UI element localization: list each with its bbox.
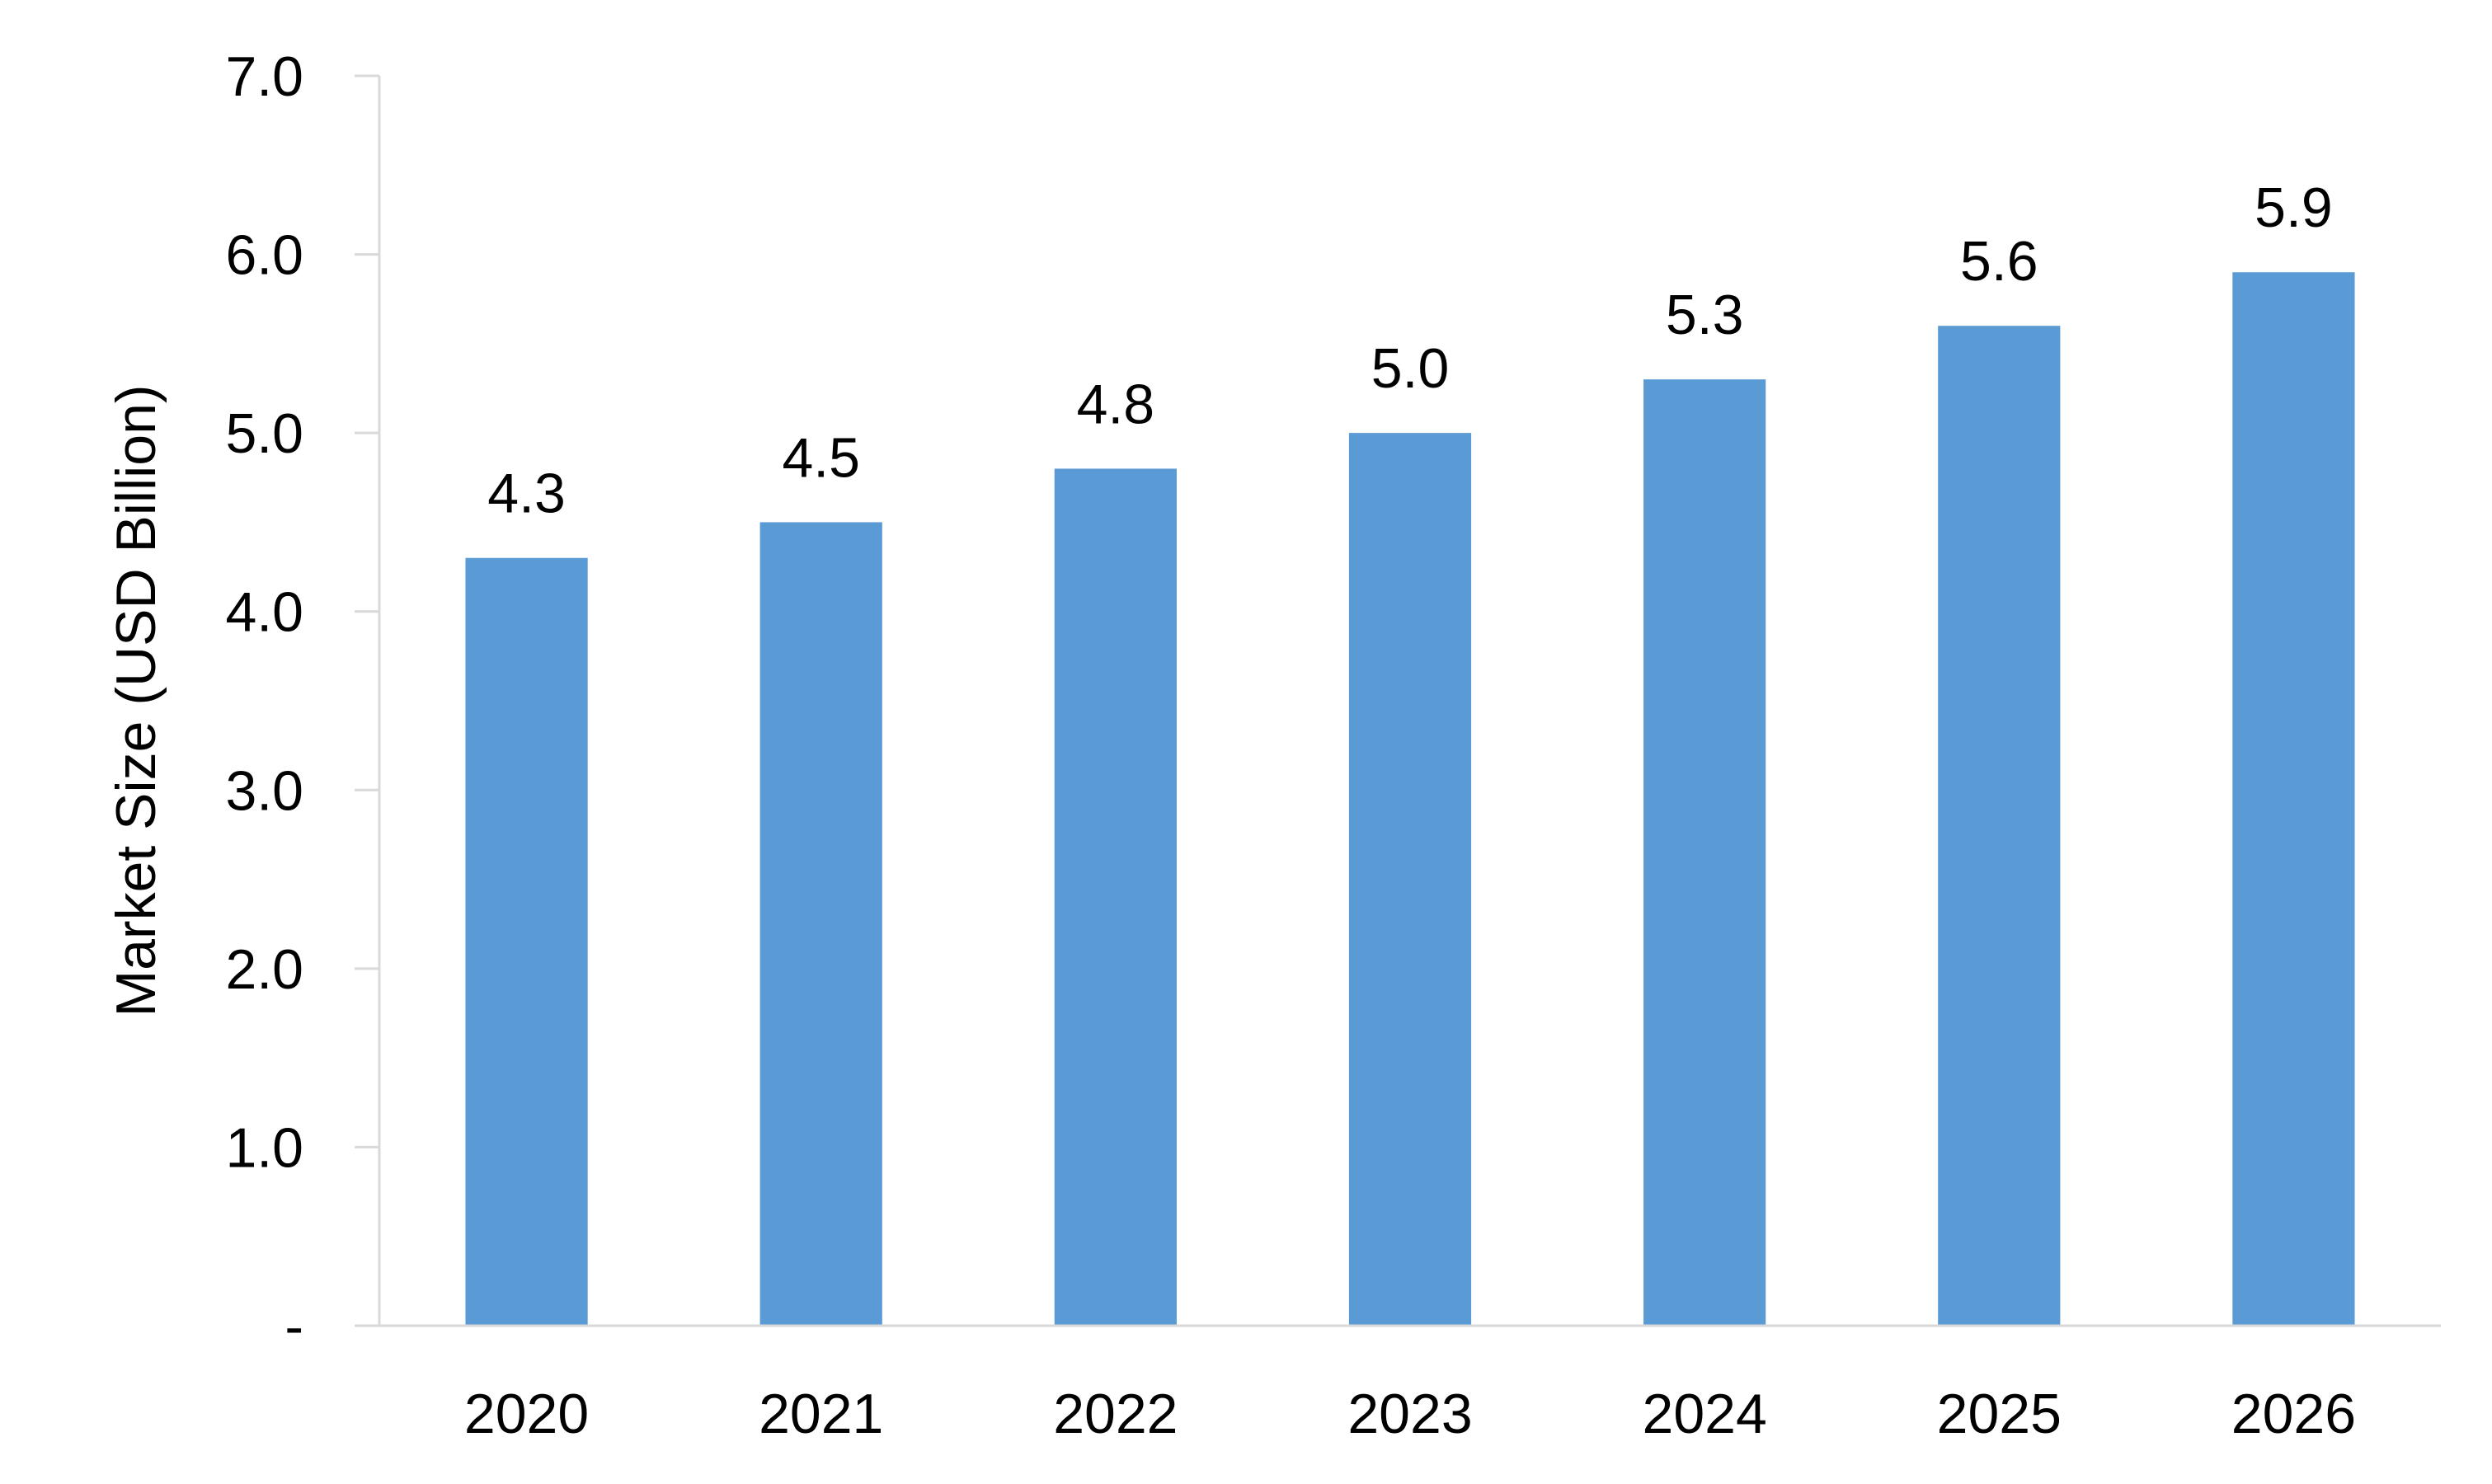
x-tick-label-2022: 2022 [1053, 1383, 1178, 1445]
data-label-2023: 5.0 [1371, 337, 1450, 400]
y-axis: - 1.0 2.0 3.0 4.0 5.0 6.0 7.0 [225, 45, 381, 1358]
bar-2023 [1348, 433, 1472, 1327]
y-tick-label: - [284, 1295, 303, 1358]
y-tick-label: 5.0 [225, 402, 303, 465]
x-tick-label-2023: 2023 [1347, 1383, 1472, 1445]
bars: 4.3 4.5 4.8 5.0 5.3 5.6 5.9 [465, 176, 2355, 1327]
y-tick-label: 3.0 [225, 759, 303, 822]
x-axis: 2020 2021 2022 2023 2024 2025 2026 [355, 1324, 2441, 1445]
data-label-2020: 4.3 [487, 463, 566, 525]
y-tick-label: 2.0 [225, 938, 303, 1001]
x-tick-label-2020: 2020 [464, 1383, 589, 1445]
x-tick-label-2026: 2026 [2231, 1383, 2356, 1445]
bar-2024 [1643, 379, 1766, 1327]
data-label-2025: 5.6 [1960, 230, 2038, 293]
y-tick-label: 1.0 [225, 1116, 303, 1179]
y-tick-label: 4.0 [225, 581, 303, 644]
y-axis-title: Market Size (USD Billion) [105, 384, 167, 1017]
data-label-2026: 5.9 [2255, 176, 2333, 239]
y-tick-label: 7.0 [225, 45, 303, 108]
bar-2020 [465, 557, 588, 1326]
x-tick-label-2024: 2024 [1643, 1383, 1767, 1445]
bar-2022 [1054, 468, 1177, 1326]
data-label-2024: 5.3 [1666, 284, 1744, 346]
y-tick-label: 6.0 [225, 224, 303, 287]
bar-2021 [759, 522, 882, 1326]
x-tick-label-2021: 2021 [759, 1383, 883, 1445]
x-tick-label-2025: 2025 [1937, 1383, 2062, 1445]
bar-2026 [2232, 272, 2355, 1327]
data-label-2021: 4.5 [782, 426, 860, 489]
data-label-2022: 4.8 [1077, 373, 1155, 435]
bar-2025 [1938, 326, 2061, 1327]
